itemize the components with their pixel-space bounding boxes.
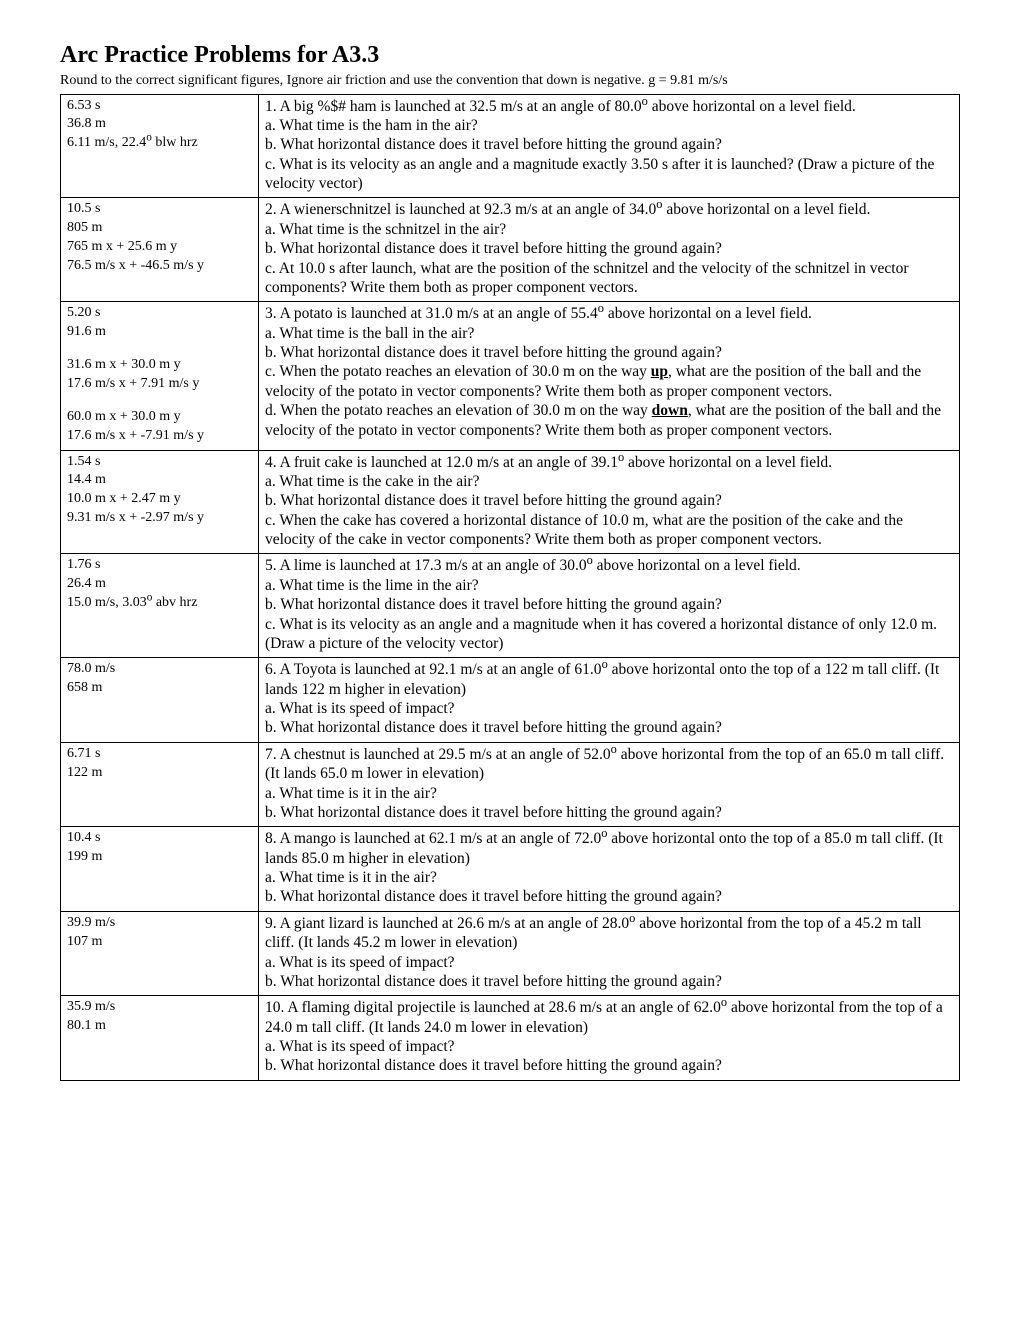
- answer-line: 15.0 m/s, 3.03o abv hrz: [67, 594, 252, 613]
- answer-line: 36.8 m: [67, 115, 252, 134]
- answer-cell: 35.9 m/s80.1 m: [61, 996, 259, 1081]
- question-cell: 4. A fruit cake is launched at 12.0 m/s …: [259, 450, 960, 554]
- answer-line: 14.4 m: [67, 471, 252, 490]
- answer-line: 6.53 s: [67, 97, 252, 116]
- answer-line: 76.5 m/s x + -46.5 m/s y: [67, 257, 252, 276]
- page-title: Arc Practice Problems for A3.3: [60, 40, 960, 70]
- answer-line: 805 m: [67, 219, 252, 238]
- answer-line: 39.9 m/s: [67, 914, 252, 933]
- page-subtitle: Round to the correct significant figures…: [60, 72, 960, 90]
- table-row: 6.71 s122 m7. A chestnut is launched at …: [61, 742, 960, 827]
- answer-cell: 5.20 s91.6 m31.6 m x + 30.0 m y17.6 m/s …: [61, 302, 259, 450]
- answer-line: 199 m: [67, 848, 252, 867]
- answer-line: 765 m x + 25.6 m y: [67, 238, 252, 257]
- question-cell: 1. A big %$# ham is launched at 32.5 m/s…: [259, 94, 960, 198]
- answer-line: 17.6 m/s x + -7.91 m/s y: [67, 427, 252, 446]
- answer-cell: 78.0 m/s658 m: [61, 658, 259, 743]
- answer-line: 6.71 s: [67, 745, 252, 764]
- question-cell: 2. A wienerschnitzel is launched at 92.3…: [259, 198, 960, 302]
- answer-cell: 6.53 s36.8 m6.11 m/s, 22.4o blw hrz: [61, 94, 259, 198]
- table-row: 1.76 s26.4 m15.0 m/s, 3.03o abv hrz5. A …: [61, 554, 960, 658]
- answer-line: 60.0 m x + 30.0 m y: [67, 408, 252, 427]
- answer-line: 1.76 s: [67, 556, 252, 575]
- answer-cell: 1.76 s26.4 m15.0 m/s, 3.03o abv hrz: [61, 554, 259, 658]
- table-row: 6.53 s36.8 m6.11 m/s, 22.4o blw hrz1. A …: [61, 94, 960, 198]
- answer-line: 10.5 s: [67, 200, 252, 219]
- answer-cell: 10.4 s199 m: [61, 827, 259, 912]
- question-cell: 5. A lime is launched at 17.3 m/s at an …: [259, 554, 960, 658]
- answer-line: 80.1 m: [67, 1017, 252, 1036]
- table-row: 1.54 s14.4 m10.0 m x + 2.47 m y9.31 m/s …: [61, 450, 960, 554]
- table-row: 5.20 s91.6 m31.6 m x + 30.0 m y17.6 m/s …: [61, 302, 960, 450]
- answer-line: 1.54 s: [67, 453, 252, 472]
- question-cell: 6. A Toyota is launched at 92.1 m/s at a…: [259, 658, 960, 743]
- problems-table: 6.53 s36.8 m6.11 m/s, 22.4o blw hrz1. A …: [60, 94, 960, 1081]
- answer-line: 6.11 m/s, 22.4o blw hrz: [67, 134, 252, 153]
- table-row: 39.9 m/s107 m9. A giant lizard is launch…: [61, 911, 960, 996]
- answer-cell: 1.54 s14.4 m10.0 m x + 2.47 m y9.31 m/s …: [61, 450, 259, 554]
- table-row: 35.9 m/s80.1 m10. A flaming digital proj…: [61, 996, 960, 1081]
- answer-cell: 6.71 s122 m: [61, 742, 259, 827]
- question-cell: 8. A mango is launched at 62.1 m/s at an…: [259, 827, 960, 912]
- answer-line: 10.0 m x + 2.47 m y: [67, 490, 252, 509]
- answer-line: 31.6 m x + 30.0 m y: [67, 356, 252, 375]
- answer-line: 5.20 s: [67, 304, 252, 323]
- answer-line: 10.4 s: [67, 829, 252, 848]
- table-row: 78.0 m/s658 m6. A Toyota is launched at …: [61, 658, 960, 743]
- answer-line: 107 m: [67, 933, 252, 952]
- question-cell: 3. A potato is launched at 31.0 m/s at a…: [259, 302, 960, 450]
- answer-line: 17.6 m/s x + 7.91 m/s y: [67, 375, 252, 394]
- answer-line: 91.6 m: [67, 323, 252, 342]
- answer-line: 122 m: [67, 764, 252, 783]
- question-cell: 9. A giant lizard is launched at 26.6 m/…: [259, 911, 960, 996]
- answer-line: 658 m: [67, 679, 252, 698]
- question-cell: 10. A flaming digital projectile is laun…: [259, 996, 960, 1081]
- table-row: 10.4 s199 m8. A mango is launched at 62.…: [61, 827, 960, 912]
- answer-line: 26.4 m: [67, 575, 252, 594]
- answer-line: 9.31 m/s x + -2.97 m/s y: [67, 509, 252, 528]
- question-cell: 7. A chestnut is launched at 29.5 m/s at…: [259, 742, 960, 827]
- answer-line: 35.9 m/s: [67, 998, 252, 1017]
- answer-cell: 39.9 m/s107 m: [61, 911, 259, 996]
- table-row: 10.5 s805 m765 m x + 25.6 m y76.5 m/s x …: [61, 198, 960, 302]
- answer-line: 78.0 m/s: [67, 660, 252, 679]
- answer-cell: 10.5 s805 m765 m x + 25.6 m y76.5 m/s x …: [61, 198, 259, 302]
